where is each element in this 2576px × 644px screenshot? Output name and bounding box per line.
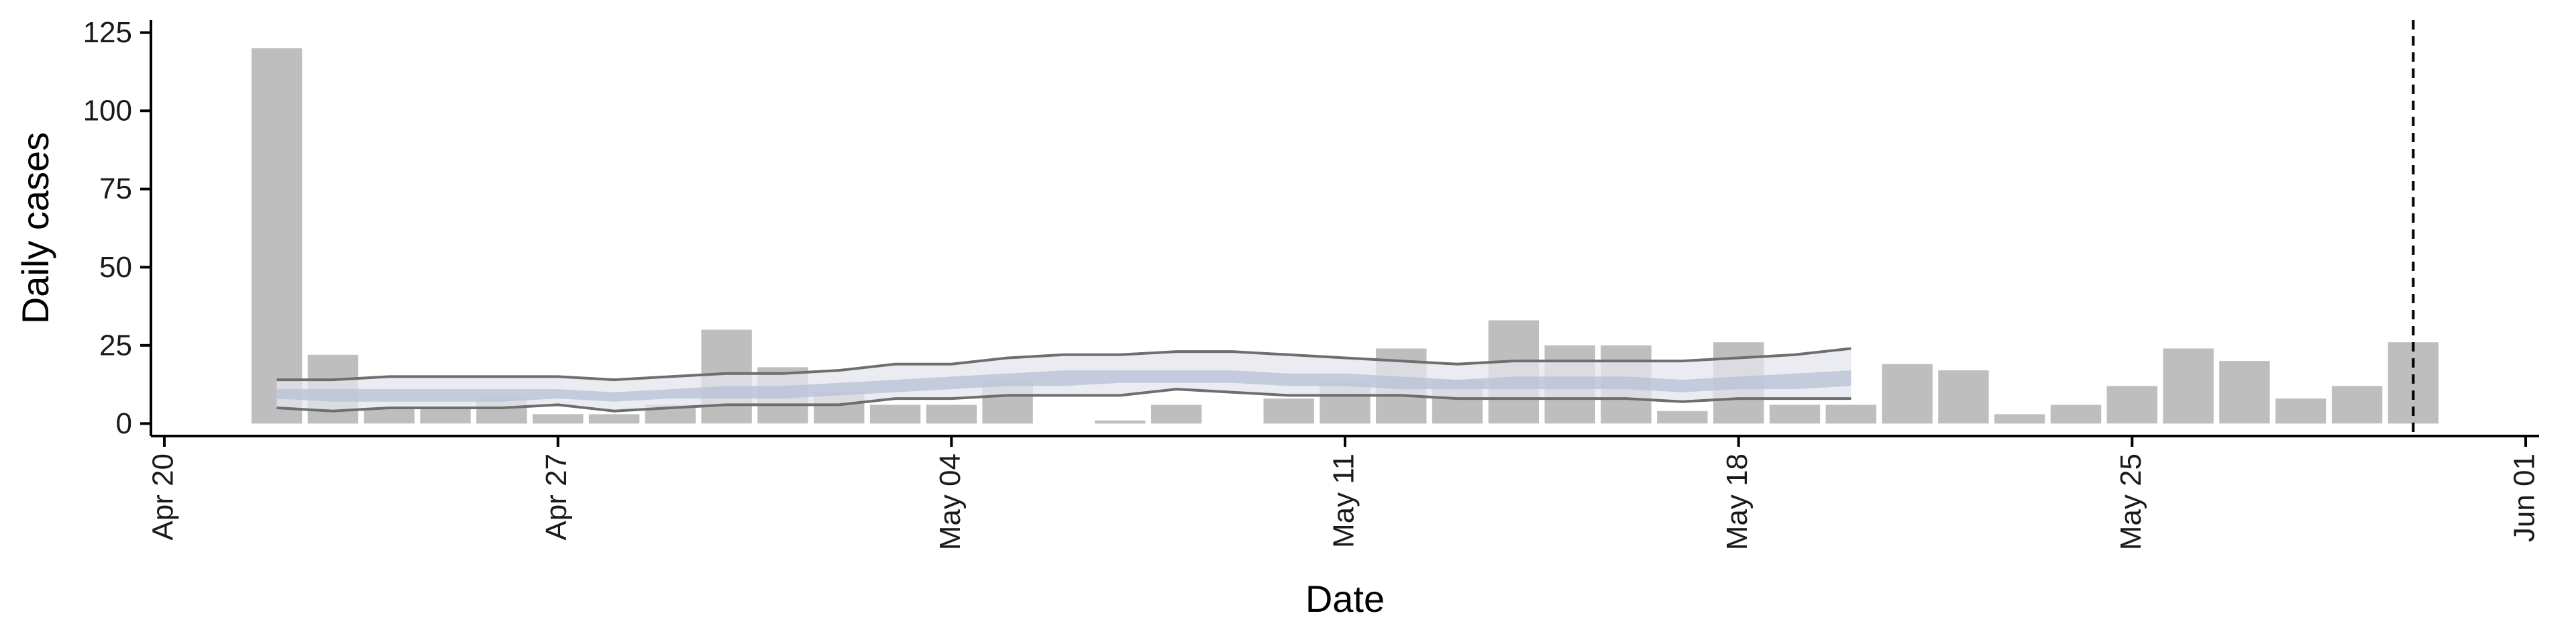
x-tick-label: May 18: [1721, 453, 1754, 550]
x-axis-ticks: Apr 20 Apr 27 May 04 May 11 May 18 May 25 Jun …: [147, 436, 2541, 550]
estimate-band-50: [276, 370, 1851, 402]
bar-2020-05-21: [1882, 364, 1933, 424]
interval-lines-layer: [276, 347, 1851, 413]
bar-2020-05-08: [1150, 405, 1202, 424]
y-axis-ticks: 0 25 50 75 100 125: [83, 16, 151, 440]
x-tick-label: May 11: [1328, 453, 1360, 548]
bar-2020-05-27: [2219, 361, 2270, 424]
bar-2020-04-27: [533, 414, 584, 424]
bar-2020-05-26: [2163, 348, 2214, 424]
bar-2020-04-28: [588, 414, 640, 424]
x-tick-label: Apr 27: [540, 453, 573, 541]
y-tick-label: 0: [116, 407, 132, 440]
upper-interval-line: [276, 347, 1851, 382]
bar-2020-04-24: [364, 408, 415, 424]
y-tick-label: 50: [99, 251, 132, 284]
bar-2020-05-03: [869, 405, 921, 424]
bar-2020-04-25: [420, 408, 471, 424]
bar-2020-05-04: [926, 405, 977, 424]
bar-2020-05-29: [2331, 386, 2383, 424]
x-axis-title: Date: [1305, 578, 1385, 620]
bar-2020-05-19: [1769, 405, 1821, 424]
bar-2020-05-10: [1263, 398, 1314, 424]
bar-2020-05-25: [2106, 386, 2157, 424]
bar-2020-04-22: [251, 48, 303, 424]
bar-2020-05-24: [2050, 405, 2102, 424]
bar-2020-05-22: [1938, 370, 1989, 424]
bar-2020-05-17: [1657, 411, 1708, 424]
bar-2020-05-07: [1095, 420, 1146, 424]
y-tick-label: 75: [99, 172, 132, 205]
y-tick-label: 100: [83, 95, 132, 127]
bar-2020-05-28: [2275, 398, 2326, 424]
x-tick-label: Apr 20: [147, 453, 180, 541]
y-tick-label: 125: [83, 16, 132, 49]
y-axis-title: Daily cases: [14, 132, 56, 324]
y-tick-label: 25: [99, 329, 132, 362]
bar-2020-05-20: [1825, 405, 1876, 424]
lower-interval-line: [276, 388, 1851, 413]
bar-2020-05-23: [1994, 414, 2045, 424]
x-tick-label: Jun 01: [2508, 453, 2541, 542]
x-tick-label: May 25: [2114, 453, 2147, 550]
x-tick-label: May 04: [934, 453, 967, 550]
